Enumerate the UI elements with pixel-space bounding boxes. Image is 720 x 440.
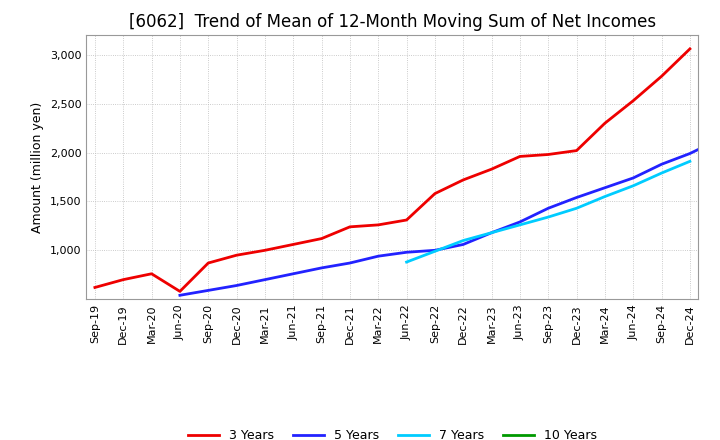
Legend: 3 Years, 5 Years, 7 Years, 10 Years: 3 Years, 5 Years, 7 Years, 10 Years (183, 424, 602, 440)
Title: [6062]  Trend of Mean of 12-Month Moving Sum of Net Incomes: [6062] Trend of Mean of 12-Month Moving … (129, 13, 656, 31)
Y-axis label: Amount (million yen): Amount (million yen) (32, 102, 45, 233)
